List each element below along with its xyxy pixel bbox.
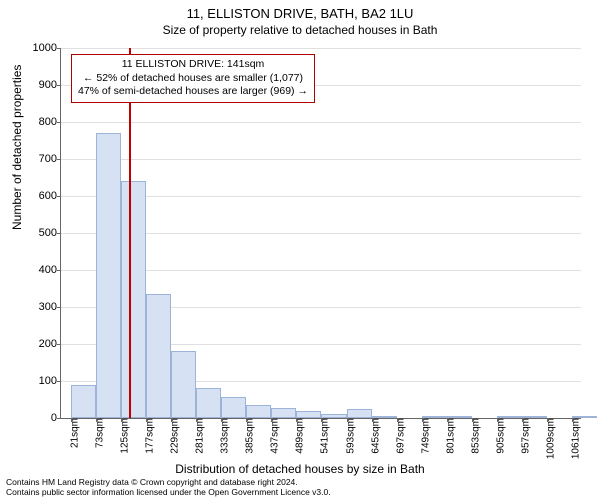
xtick-label: 333sqm [218, 418, 231, 454]
xtick-label: 957sqm [518, 418, 531, 454]
ytick-label: 900 [22, 79, 61, 91]
chart-title: 11, ELLISTON DRIVE, BATH, BA2 1LU [0, 0, 600, 21]
xtick-label: 697sqm [393, 418, 406, 454]
xtick-label: 853sqm [468, 418, 481, 454]
xtick-label: 177sqm [143, 418, 156, 454]
footer: Contains HM Land Registry data © Crown c… [6, 478, 331, 498]
xtick-label: 1009sqm [543, 418, 556, 459]
annotation-box: 11 ELLISTON DRIVE: 141sqm ← 52% of detac… [71, 54, 315, 103]
xtick-label: 21sqm [68, 418, 81, 448]
xtick-label: 1061sqm [568, 418, 581, 459]
histogram-bar [296, 411, 321, 418]
histogram-bar [171, 351, 196, 418]
xtick-label: 125sqm [118, 418, 131, 454]
histogram-bar [221, 397, 246, 418]
gridline [61, 159, 581, 160]
xtick-label: 801sqm [443, 418, 456, 454]
ytick-label: 400 [22, 264, 61, 276]
x-axis-label: Distribution of detached houses by size … [0, 462, 600, 476]
histogram-bar [271, 408, 296, 418]
ytick-label: 0 [22, 412, 61, 424]
xtick-label: 73sqm [93, 418, 106, 448]
histogram-bar [347, 409, 372, 418]
xtick-label: 385sqm [243, 418, 256, 454]
xtick-label: 645sqm [368, 418, 381, 454]
gridline [61, 48, 581, 49]
annotation-line2: ← 52% of detached houses are smaller (1,… [78, 72, 308, 86]
gridline [61, 122, 581, 123]
ytick-label: 200 [22, 338, 61, 350]
histogram-bar [121, 181, 146, 418]
histogram-bar [196, 388, 221, 418]
ytick-label: 1000 [22, 42, 61, 54]
annotation-line1: 11 ELLISTON DRIVE: 141sqm [78, 58, 308, 72]
ytick-label: 800 [22, 116, 61, 128]
ytick-label: 300 [22, 301, 61, 313]
xtick-label: 489sqm [293, 418, 306, 454]
xtick-label: 749sqm [418, 418, 431, 454]
plot-area: 0100200300400500600700800900100021sqm73s… [60, 48, 581, 419]
annotation-line3: 47% of semi-detached houses are larger (… [78, 85, 308, 99]
xtick-label: 229sqm [168, 418, 181, 454]
ytick-label: 100 [22, 375, 61, 387]
chart-container: 11, ELLISTON DRIVE, BATH, BA2 1LU Size o… [0, 0, 600, 500]
histogram-bar [246, 405, 271, 418]
ytick-label: 700 [22, 153, 61, 165]
reference-line [129, 48, 131, 418]
histogram-bar [71, 385, 96, 418]
xtick-label: 905sqm [493, 418, 506, 454]
footer-line2: Contains public sector information licen… [6, 488, 331, 498]
histogram-bar [146, 294, 171, 418]
xtick-label: 437sqm [268, 418, 281, 454]
xtick-label: 281sqm [193, 418, 206, 454]
chart-subtitle: Size of property relative to detached ho… [0, 21, 600, 37]
xtick-label: 593sqm [343, 418, 356, 454]
histogram-bar [96, 133, 121, 418]
ytick-label: 500 [22, 227, 61, 239]
ytick-label: 600 [22, 190, 61, 202]
xtick-label: 541sqm [318, 418, 331, 454]
